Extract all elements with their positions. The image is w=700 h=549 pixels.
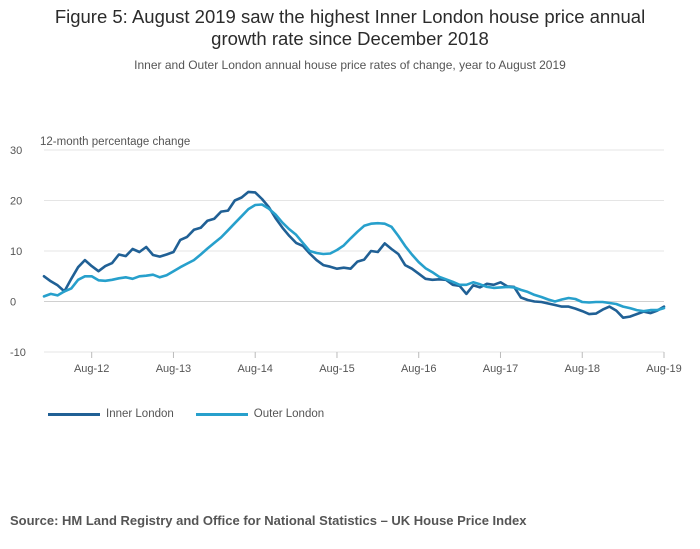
- x-tick-label: Aug-14: [237, 363, 272, 375]
- x-tick-label: Aug-19: [646, 363, 681, 375]
- legend-swatch-inner-london: [48, 412, 100, 416]
- legend-label-inner-london: Inner London: [106, 408, 174, 420]
- source-note: Source: HM Land Registry and Office for …: [10, 513, 527, 528]
- x-tick-label: Aug-18: [564, 363, 599, 375]
- y-tick-label: 10: [10, 246, 22, 258]
- x-tick-label: Aug-16: [401, 363, 436, 375]
- chart-title-line-1: Figure 5: August 2019 saw the highest In…: [54, 6, 646, 27]
- legend-item-inner-london[interactable]: Inner London: [48, 408, 174, 420]
- line-chart: 30 20 10 0 -10 Aug-12 Aug-13 Aug-14 Aug-15 Aug-16…: [10, 145, 682, 375]
- y-tick-label: 30: [10, 145, 22, 157]
- x-tick-label: Aug-13: [156, 363, 191, 375]
- legend-swatch-outer-london: [195, 412, 248, 416]
- series-line-inner-london: [42, 190, 666, 320]
- x-tick-label: Aug-15: [319, 363, 354, 375]
- x-tick-label: Aug-12: [74, 363, 109, 375]
- legend-label-outer-london: Outer London: [253, 408, 325, 420]
- chart-title-line-2: growth rate since December 2018: [211, 28, 489, 49]
- legend: Inner London Outer London: [48, 408, 346, 420]
- legend-item-outer-london[interactable]: Outer London: [195, 408, 325, 420]
- y-tick-label: 0: [10, 297, 16, 309]
- chart-title: Figure 5: August 2019 saw the highest In…: [0, 6, 700, 50]
- series-line-outer-london: [42, 203, 666, 313]
- chart-subtitle: Inner and Outer London annual house pric…: [134, 58, 566, 72]
- x-tick-label: Aug-17: [483, 363, 518, 375]
- y-tick-label: -10: [10, 347, 26, 359]
- y-tick-label: 20: [10, 196, 22, 208]
- y-axis-label: 12-month percentage change: [40, 136, 191, 148]
